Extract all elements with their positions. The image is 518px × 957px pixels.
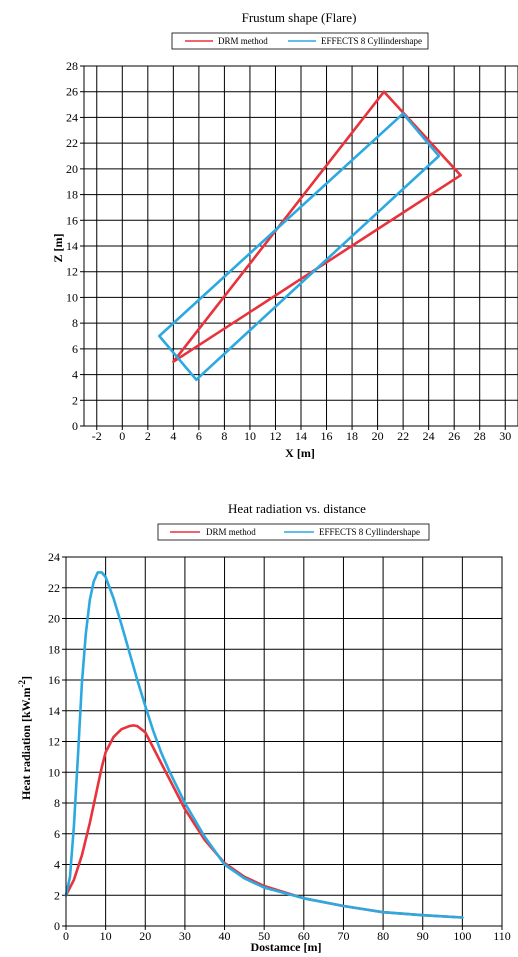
heat-legend: DRM method EFFECTS 8 Cyllindershape xyxy=(157,523,430,541)
heat-y-axis-label-main: Heat radiation [kW.m xyxy=(19,687,33,800)
frustum-series-line-1 xyxy=(158,112,441,381)
frustum-y-tick-label: 12 xyxy=(66,265,78,279)
frustum-y-tick-label: 2 xyxy=(72,393,78,407)
heat-x-tick-label: 30 xyxy=(179,929,191,943)
frustum-x-axis-label: X [m] xyxy=(285,446,315,460)
heat-x-tick-label: 40 xyxy=(219,929,231,943)
frustum-x-tick-label: 10 xyxy=(244,429,256,443)
frustum-legend-label-drm: DRM method xyxy=(218,36,268,46)
frustum-y-tick-label: 8 xyxy=(72,316,78,330)
frustum-y-tick-label: 26 xyxy=(66,85,78,99)
frustum-y-tick-label: 14 xyxy=(66,239,78,253)
heat-y-tick-label: 18 xyxy=(48,642,60,656)
heat-legend-label-effects: EFFECTS 8 Cyllindershape xyxy=(319,527,420,537)
frustum-x-tick-label: 30 xyxy=(499,429,511,443)
frustum-x-tick-label: 12 xyxy=(269,429,281,443)
heat-radiation-chart: Heat radiation vs. distance DRM method E… xyxy=(17,501,511,954)
frustum-plot-frame xyxy=(83,65,518,427)
heat-plot-frame xyxy=(65,556,503,927)
heat-y-tick-label: 12 xyxy=(48,735,60,749)
frustum-x-tick-label: -2 xyxy=(92,429,102,443)
frustum-x-tick-label: 18 xyxy=(346,429,358,443)
frustum-x-tick-label: 22 xyxy=(397,429,409,443)
heat-y-axis-label-close: ] xyxy=(19,676,33,680)
heat-x-axis-label: Dostamce [m] xyxy=(251,940,322,954)
heat-x-tick-label: 0 xyxy=(63,929,69,943)
heat-y-tick-label: 22 xyxy=(48,581,60,595)
frustum-chart: Frustum shape (Flare) DRM method EFFECTS… xyxy=(51,10,518,460)
frustum-series xyxy=(158,90,462,381)
heat-x-tick-label: 80 xyxy=(377,929,389,943)
frustum-y-tick-label: 0 xyxy=(72,419,78,433)
frustum-y-tick-label: 28 xyxy=(66,59,78,73)
heat-x-tick-label: 10 xyxy=(100,929,112,943)
frustum-x-tick-label: 4 xyxy=(170,429,176,443)
heat-y-tick-label: 6 xyxy=(54,827,60,841)
frustum-x-tick-label: 28 xyxy=(474,429,486,443)
heat-x-tick-label: 110 xyxy=(493,929,511,943)
frustum-legend-label-effects: EFFECTS 8 Cyllindershape xyxy=(321,36,422,46)
frustum-x-tick-label: 26 xyxy=(448,429,460,443)
heat-y-axis-label-sup: -2 xyxy=(17,679,27,687)
heat-y-tick-label: 24 xyxy=(48,550,60,564)
heat-series xyxy=(64,571,464,919)
heat-y-tick-label: 8 xyxy=(54,796,60,810)
frustum-y-tick-label: 24 xyxy=(66,110,78,124)
frustum-y-tick-label: 22 xyxy=(66,136,78,150)
heat-y-axis-label: Heat radiation [kW.m-2] xyxy=(17,676,33,800)
frustum-chart-title: Frustum shape (Flare) xyxy=(242,10,357,25)
frustum-y-tick-label: 20 xyxy=(66,162,78,176)
heat-y-tick-label: 4 xyxy=(54,858,60,872)
heat-x-tick-label: 50 xyxy=(258,929,270,943)
heat-x-tick-label: 70 xyxy=(337,929,349,943)
heat-x-tick-label: 90 xyxy=(417,929,429,943)
frustum-y-tick-label: 6 xyxy=(72,342,78,356)
frustum-x-tick-label: 20 xyxy=(372,429,384,443)
heat-ticks: 0 10 20 30 40 50 60 70 80 90 100 110024681012141618… xyxy=(48,550,511,943)
frustum-legend: DRM method EFFECTS 8 Cyllindershape xyxy=(171,32,429,50)
frustum-x-tick-label: 6 xyxy=(196,429,202,443)
heat-y-tick-label: 16 xyxy=(48,673,60,687)
frustum-y-axis-label: Z [m] xyxy=(51,234,65,263)
frustum-x-tick-label: 8 xyxy=(221,429,227,443)
heat-legend-label-drm: DRM method xyxy=(206,527,256,537)
heat-x-tick-label: 20 xyxy=(139,929,151,943)
heat-y-tick-label: 20 xyxy=(48,612,60,626)
heat-x-tick-label: 100 xyxy=(453,929,471,943)
frustum-y-tick-label: 18 xyxy=(66,188,78,202)
frustum-x-tick-label: 2 xyxy=(145,429,151,443)
heat-x-tick-label: 60 xyxy=(298,929,310,943)
frustum-y-tick-label: 4 xyxy=(72,368,78,382)
frustum-grid xyxy=(84,65,518,427)
frustum-x-tick-label: 24 xyxy=(423,429,435,443)
frustum-x-tick-label: 14 xyxy=(295,429,307,443)
heat-grid xyxy=(65,556,503,927)
heat-y-tick-label: 10 xyxy=(48,765,60,779)
heat-y-tick-label: 14 xyxy=(48,704,60,718)
heat-chart-title: Heat radiation vs. distance xyxy=(228,501,366,516)
frustum-x-tick-label: 0 xyxy=(119,429,125,443)
frustum-y-tick-label: 10 xyxy=(66,290,78,304)
frustum-x-tick-label: 16 xyxy=(321,429,333,443)
heat-y-tick-label: 2 xyxy=(54,888,60,902)
frustum-y-tick-label: 16 xyxy=(66,213,78,227)
heat-y-tick-label: 0 xyxy=(54,919,60,933)
frustum-ticks: -2 0 2 4 6 8 10 12 14 16 18 20 22 24 26 28 3002468101214… xyxy=(66,59,511,443)
heat-series-line-1 xyxy=(64,571,464,919)
